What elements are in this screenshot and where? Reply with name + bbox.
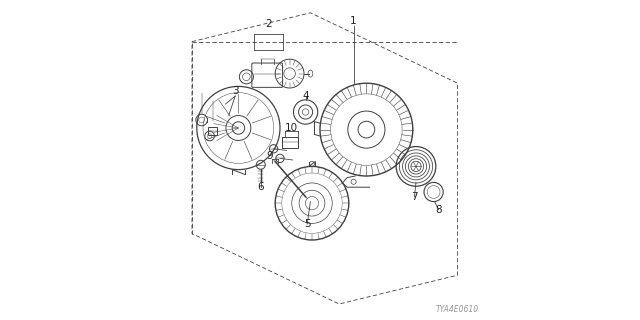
- Text: 6: 6: [257, 182, 264, 192]
- Text: 8: 8: [435, 204, 442, 215]
- Text: 2: 2: [266, 19, 272, 29]
- Text: 9: 9: [266, 151, 273, 161]
- Text: 5: 5: [304, 219, 310, 229]
- Text: 1: 1: [350, 16, 357, 26]
- Text: TYA4E0610: TYA4E0610: [435, 305, 479, 314]
- Bar: [282, 137, 298, 148]
- Text: 7: 7: [411, 192, 418, 202]
- Bar: [209, 127, 218, 135]
- Text: 4: 4: [302, 91, 309, 101]
- Text: 3: 3: [232, 86, 239, 96]
- Text: 10: 10: [285, 123, 298, 133]
